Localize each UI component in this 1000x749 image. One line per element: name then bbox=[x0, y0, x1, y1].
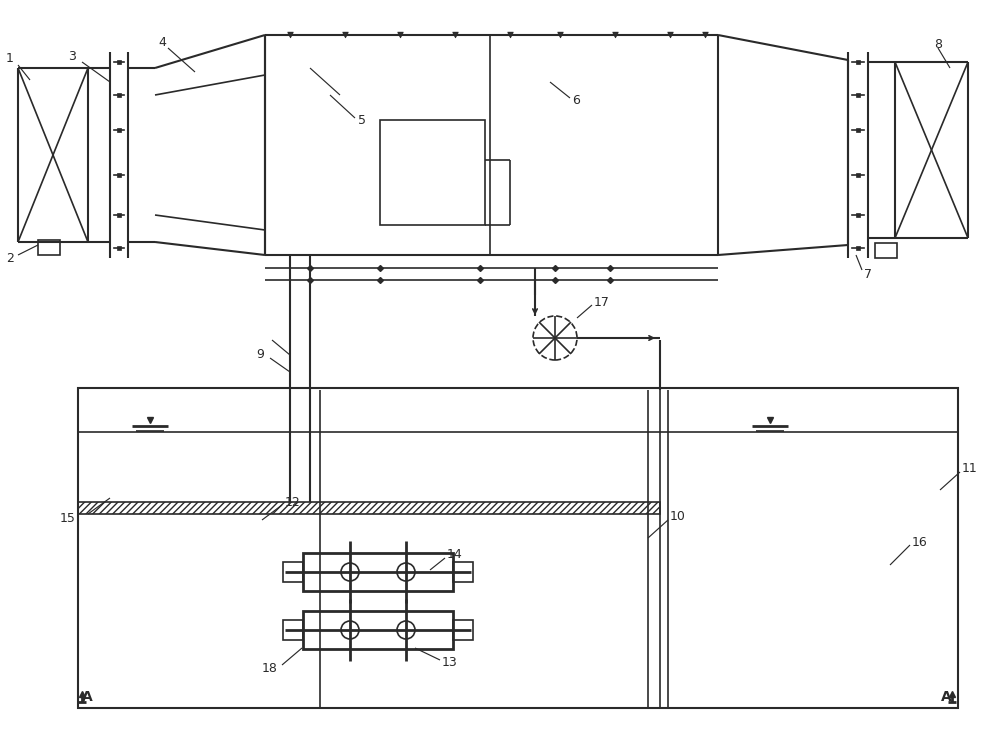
Bar bbox=[875, 243, 897, 258]
Bar bbox=[453, 562, 473, 582]
Text: 3: 3 bbox=[68, 50, 76, 64]
Text: 10: 10 bbox=[670, 509, 686, 523]
Text: 13: 13 bbox=[442, 655, 458, 669]
Bar bbox=[283, 620, 303, 640]
Text: 1: 1 bbox=[6, 52, 14, 64]
Text: 12: 12 bbox=[285, 496, 301, 509]
Text: 16: 16 bbox=[912, 536, 928, 548]
Text: 7: 7 bbox=[864, 267, 872, 280]
Text: 18: 18 bbox=[262, 661, 278, 675]
Text: 4: 4 bbox=[158, 35, 166, 49]
Text: 17: 17 bbox=[594, 296, 610, 309]
Text: 15: 15 bbox=[60, 512, 76, 524]
Text: 6: 6 bbox=[572, 94, 580, 106]
Bar bbox=[453, 620, 473, 640]
Text: 11: 11 bbox=[962, 461, 978, 475]
Bar bbox=[380, 120, 485, 225]
Text: A: A bbox=[82, 690, 93, 704]
Text: A: A bbox=[941, 690, 952, 704]
Text: 9: 9 bbox=[256, 348, 264, 362]
Bar bbox=[303, 611, 453, 649]
Bar bbox=[78, 388, 958, 708]
Bar bbox=[38, 240, 60, 255]
Text: 2: 2 bbox=[6, 252, 14, 264]
Text: 14: 14 bbox=[447, 548, 463, 562]
Text: 5: 5 bbox=[358, 114, 366, 127]
Bar bbox=[303, 553, 453, 591]
Text: 8: 8 bbox=[934, 37, 942, 50]
Bar bbox=[78, 502, 660, 514]
Bar bbox=[283, 562, 303, 582]
